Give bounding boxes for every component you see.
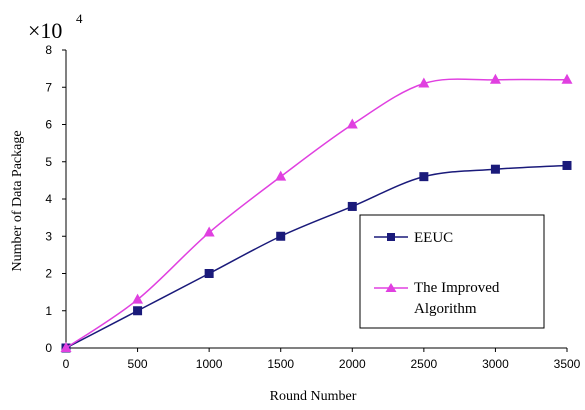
data-point-the-improved-algorithm [418,77,430,88]
multiplier-base: ×10 [28,18,62,43]
series-line-eeuc [65,164,568,349]
y-tick-label: 6 [45,118,52,132]
data-point-the-improved-algorithm [346,118,358,129]
y-tick-label: 5 [45,155,52,169]
series-the-improved-algorithm [60,73,573,352]
legend-label-improved-line2: Algorithm [414,301,477,317]
y-tick-label: 2 [45,267,52,281]
data-point-the-improved-algorithm [489,73,501,84]
y-tick-label: 0 [45,341,52,355]
y-tick-label: 1 [45,304,52,318]
y-tick-label: 8 [45,43,52,57]
x-tick-label: 3500 [554,357,581,371]
y-axis-title: Number of Data Package [10,130,25,271]
x-tick-label: 500 [128,357,148,371]
data-point-the-improved-algorithm [561,73,573,84]
x-tick-label: 1000 [196,357,223,371]
x-tick-label: 1500 [267,357,294,371]
data-point-eeuc [490,164,500,174]
legend-marker-triangle [385,283,397,292]
x-axis-title: Round Number [270,389,357,404]
x-tick-label: 3000 [482,357,509,371]
x-axis-ticks: 0 500 1000 1500 2000 2500 3000 3500 [63,348,581,371]
series-layer [60,73,573,353]
data-point-the-improved-algorithm [275,170,287,181]
y-axis-ticks: 0 1 2 3 4 5 6 7 8 [45,43,66,355]
legend-label-improved-line1: The Improved [414,280,500,296]
data-point-eeuc [347,201,357,211]
legend-entry-eeuc: EEUC [374,230,453,246]
legend: EEUC The Improved Algorithm [359,214,545,329]
y-axis-multiplier: ×10 4 [28,11,83,43]
data-point-eeuc [204,269,214,278]
legend-label-eeuc: EEUC [414,230,453,246]
legend-entry-improved: The Improved Algorithm [374,280,500,317]
data-point-the-improved-algorithm [203,226,215,237]
x-tick-label: 0 [63,357,70,371]
legend-marker-square [387,233,395,241]
x-tick-label: 2500 [411,357,438,371]
data-point-the-improved-algorithm [60,342,72,352]
data-point-eeuc [133,306,143,316]
multiplier-exponent: 4 [76,11,83,26]
y-tick-label: 3 [45,229,52,243]
series-line-the-improved-algorithm [65,78,568,349]
x-tick-label: 2000 [339,357,366,371]
data-point-eeuc [419,172,429,182]
data-point-eeuc [562,160,572,170]
y-tick-label: 7 [45,80,52,94]
y-tick-label: 4 [45,192,52,206]
data-point-eeuc [276,231,286,241]
data-point-the-improved-algorithm [132,293,144,304]
